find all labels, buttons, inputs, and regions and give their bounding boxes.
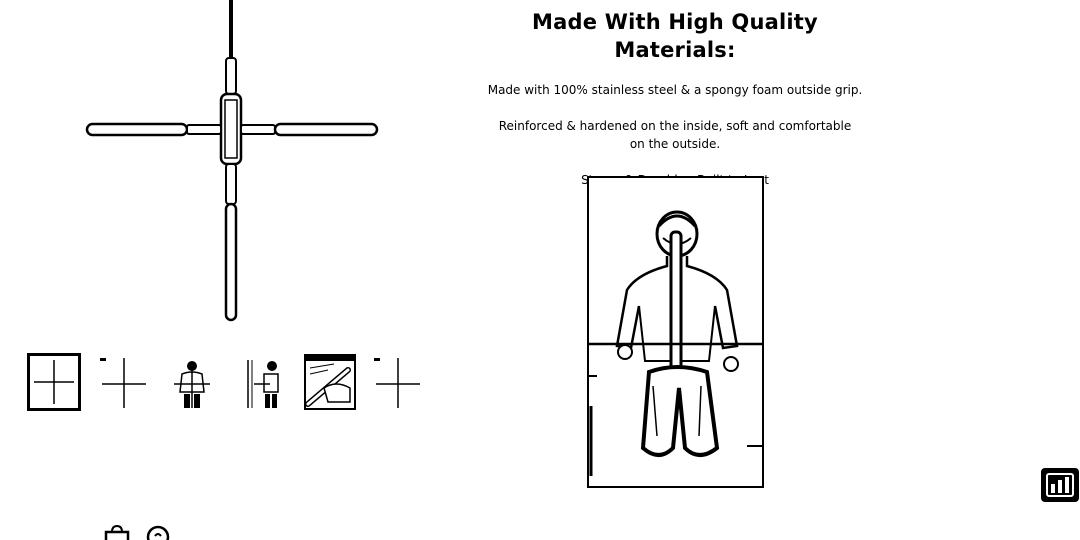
foam-grip-closeup-thumbnail-icon: [304, 354, 356, 410]
chart-widget-icon: [1046, 473, 1074, 497]
thumbnail-4[interactable]: [234, 354, 286, 410]
thumbnail-3[interactable]: [166, 354, 218, 410]
reinforced-text: Reinforced & hardened on the inside, sof…: [498, 119, 852, 151]
thumbnail-6[interactable]: [372, 354, 424, 410]
support-icon[interactable]: [146, 525, 170, 540]
thumbnail-1[interactable]: [27, 353, 81, 411]
person-using-bar-image: [587, 174, 764, 488]
cross-bar-thumbnail-icon: [100, 358, 146, 408]
main-product-image[interactable]: [60, 0, 400, 330]
product-usage-photo: [587, 174, 764, 488]
chart-widget-button[interactable]: [1041, 468, 1079, 502]
bag-icon[interactable]: [104, 524, 130, 540]
thumbnail-5[interactable]: [304, 354, 356, 410]
person-using-bar-thumbnail-icon: [174, 361, 210, 408]
cross-bar-thumbnail-icon-2: [374, 358, 420, 408]
bottom-icons-svg: [104, 524, 170, 540]
cross-bar-grid-thumbnail-icon: [28, 354, 80, 410]
bottom-icon-row: [100, 524, 180, 540]
product-description: Made With High Quality Materials: Made w…: [470, 8, 880, 189]
section-heading: Made With High Quality Materials:: [532, 10, 818, 62]
thumbnail-2[interactable]: [98, 354, 150, 410]
material-text: Made with 100% stainless steel & a spong…: [487, 83, 863, 97]
cross-bar-image: [85, 0, 379, 322]
thumbnail-strip: [27, 353, 428, 416]
person-side-bar-thumbnail-icon: [247, 360, 279, 408]
